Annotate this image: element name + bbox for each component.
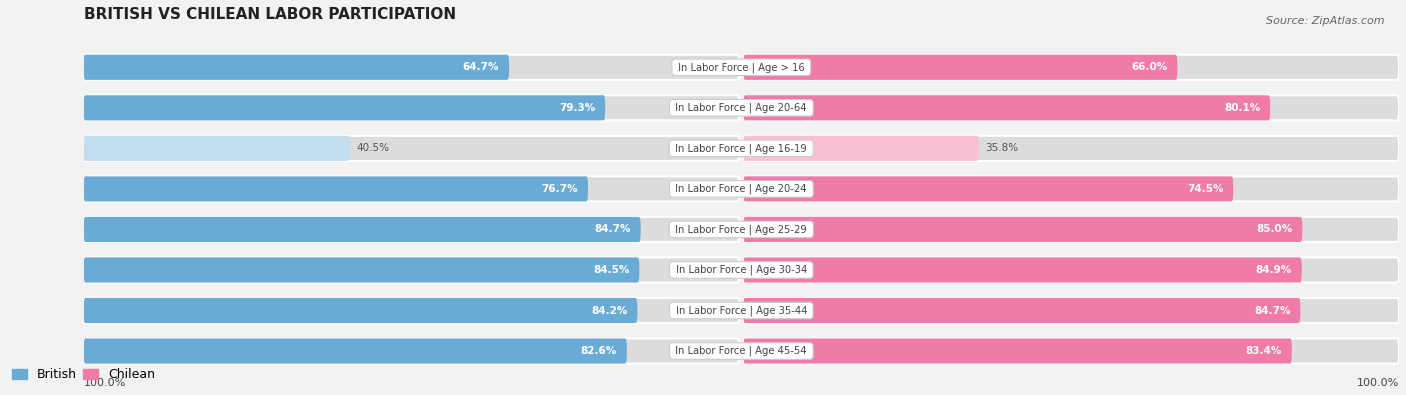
FancyBboxPatch shape: [83, 217, 740, 242]
FancyBboxPatch shape: [83, 55, 740, 80]
FancyBboxPatch shape: [744, 258, 1302, 282]
FancyBboxPatch shape: [744, 339, 1399, 364]
FancyBboxPatch shape: [83, 95, 740, 120]
Text: 64.7%: 64.7%: [463, 62, 499, 72]
Text: 84.5%: 84.5%: [593, 265, 630, 275]
Text: 84.2%: 84.2%: [591, 305, 627, 316]
FancyBboxPatch shape: [744, 95, 1399, 120]
Text: 84.7%: 84.7%: [595, 224, 631, 235]
Text: 35.8%: 35.8%: [986, 143, 1018, 153]
Text: 100.0%: 100.0%: [83, 378, 125, 387]
FancyBboxPatch shape: [83, 55, 509, 80]
Legend: British, Chilean: British, Chilean: [7, 363, 160, 386]
Text: In Labor Force | Age 25-29: In Labor Force | Age 25-29: [672, 224, 810, 235]
Text: In Labor Force | Age 16-19: In Labor Force | Age 16-19: [672, 143, 810, 154]
FancyBboxPatch shape: [744, 136, 979, 161]
FancyBboxPatch shape: [83, 339, 740, 364]
FancyBboxPatch shape: [744, 217, 1399, 242]
Text: 66.0%: 66.0%: [1132, 62, 1167, 72]
Text: 79.3%: 79.3%: [560, 103, 595, 113]
Text: 83.4%: 83.4%: [1246, 346, 1282, 356]
FancyBboxPatch shape: [744, 176, 1233, 201]
FancyBboxPatch shape: [744, 176, 1399, 201]
Text: 80.1%: 80.1%: [1225, 103, 1260, 113]
Text: Source: ZipAtlas.com: Source: ZipAtlas.com: [1267, 16, 1385, 26]
FancyBboxPatch shape: [83, 258, 740, 282]
FancyBboxPatch shape: [744, 298, 1399, 323]
Text: In Labor Force | Age 45-54: In Labor Force | Age 45-54: [672, 346, 810, 356]
FancyBboxPatch shape: [83, 136, 740, 161]
Text: In Labor Force | Age 20-64: In Labor Force | Age 20-64: [672, 103, 810, 113]
FancyBboxPatch shape: [744, 136, 1399, 161]
FancyBboxPatch shape: [744, 55, 1399, 80]
Text: 82.6%: 82.6%: [581, 346, 617, 356]
Text: BRITISH VS CHILEAN LABOR PARTICIPATION: BRITISH VS CHILEAN LABOR PARTICIPATION: [83, 7, 456, 22]
Text: In Labor Force | Age 20-24: In Labor Force | Age 20-24: [672, 184, 810, 194]
Text: In Labor Force | Age 35-44: In Labor Force | Age 35-44: [672, 305, 810, 316]
Text: 100.0%: 100.0%: [1357, 378, 1399, 387]
FancyBboxPatch shape: [83, 217, 641, 242]
FancyBboxPatch shape: [83, 136, 350, 161]
FancyBboxPatch shape: [83, 298, 740, 323]
FancyBboxPatch shape: [83, 176, 588, 201]
Text: In Labor Force | Age 30-34: In Labor Force | Age 30-34: [672, 265, 810, 275]
FancyBboxPatch shape: [744, 55, 1177, 80]
FancyBboxPatch shape: [744, 258, 1399, 282]
FancyBboxPatch shape: [744, 298, 1301, 323]
FancyBboxPatch shape: [83, 258, 640, 282]
Text: 85.0%: 85.0%: [1256, 224, 1292, 235]
Text: 74.5%: 74.5%: [1187, 184, 1223, 194]
Text: 84.9%: 84.9%: [1256, 265, 1292, 275]
FancyBboxPatch shape: [83, 339, 627, 364]
FancyBboxPatch shape: [83, 95, 605, 120]
FancyBboxPatch shape: [83, 298, 637, 323]
FancyBboxPatch shape: [744, 339, 1292, 364]
Text: 76.7%: 76.7%: [541, 184, 578, 194]
FancyBboxPatch shape: [744, 217, 1302, 242]
Text: 84.7%: 84.7%: [1254, 305, 1291, 316]
Text: In Labor Force | Age > 16: In Labor Force | Age > 16: [675, 62, 808, 73]
FancyBboxPatch shape: [744, 95, 1270, 120]
FancyBboxPatch shape: [83, 176, 740, 201]
Text: 40.5%: 40.5%: [357, 143, 389, 153]
